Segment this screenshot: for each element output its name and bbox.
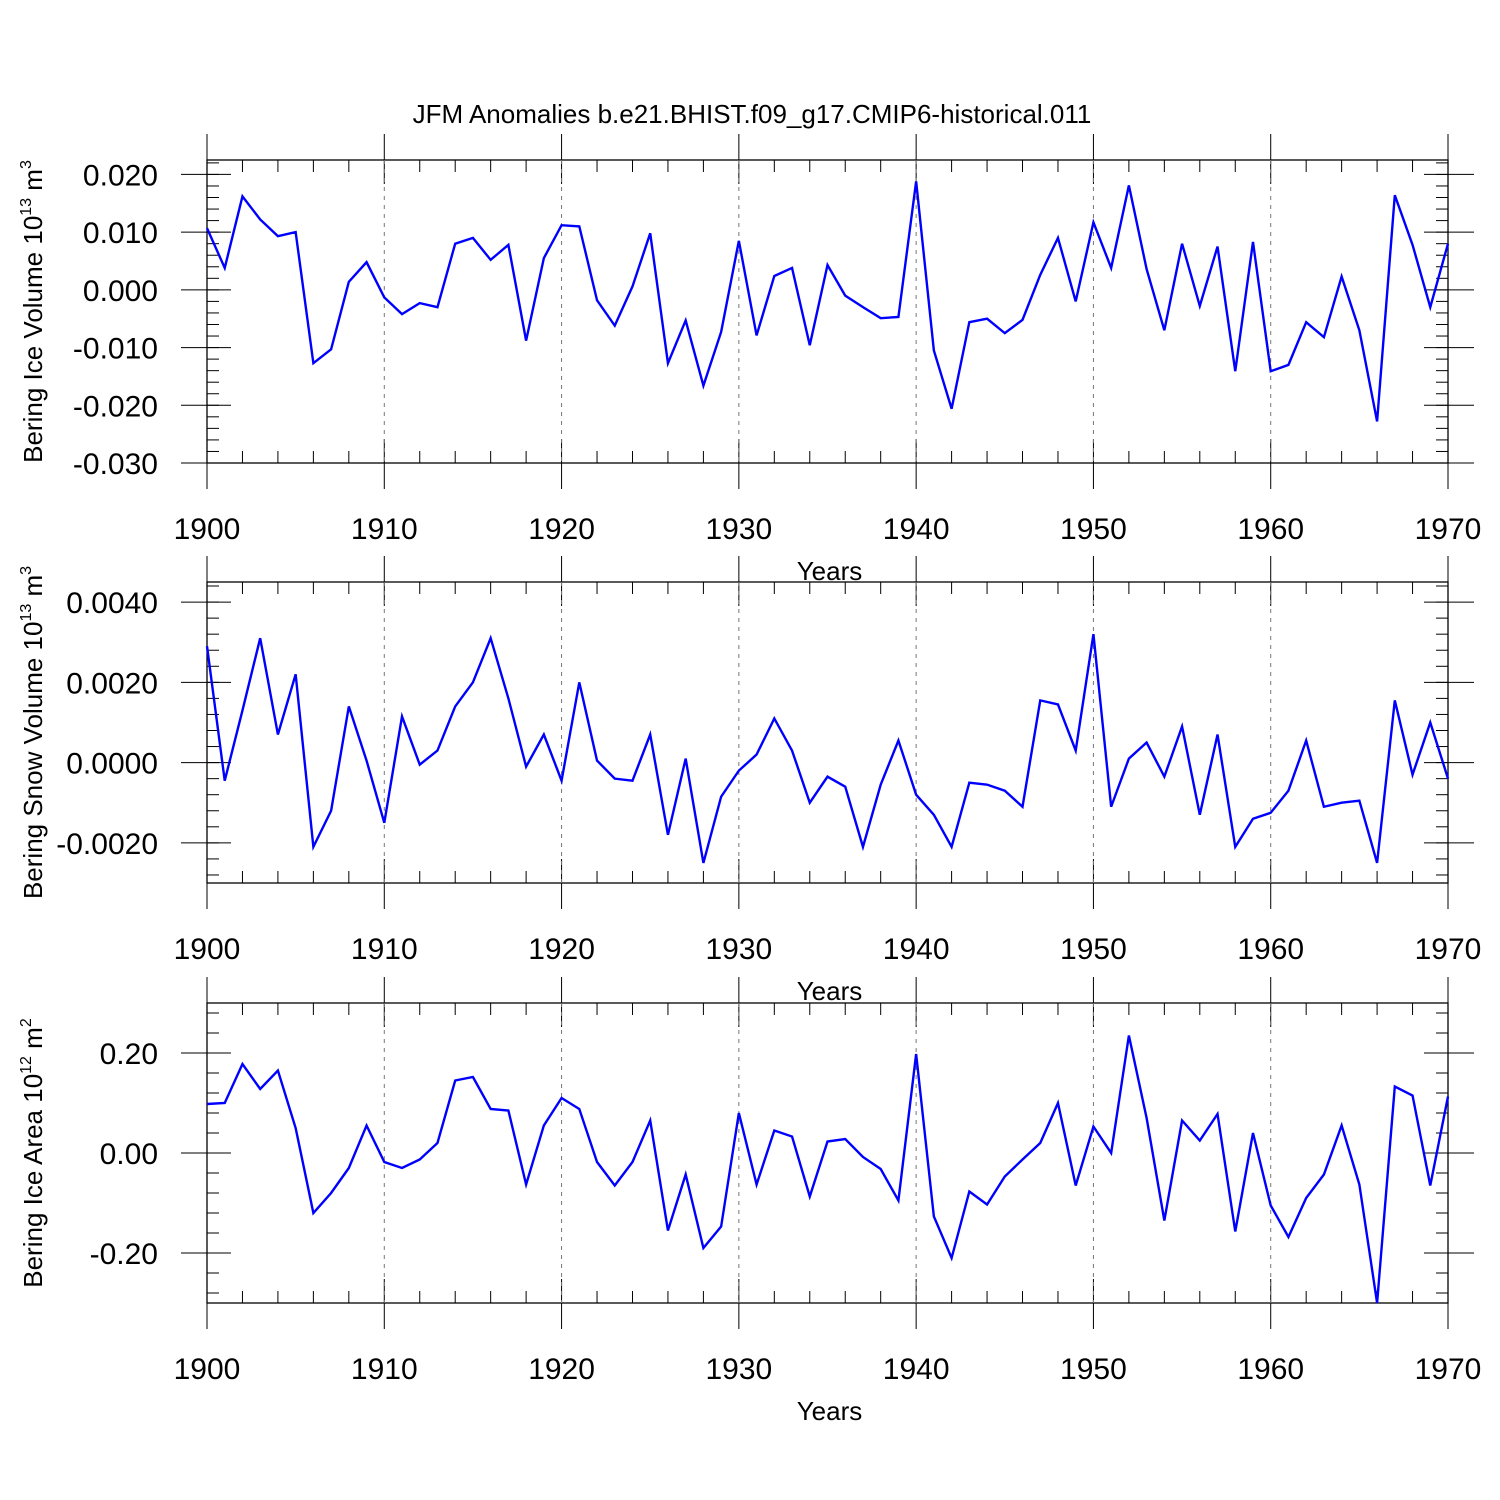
- x-tick-label: 1930: [705, 513, 772, 546]
- y-tick-label: 0.0040: [66, 587, 158, 620]
- x-axis-label: Years: [797, 976, 863, 1006]
- chart-panel-1: 1900 1910 1920 1930 1940 1950 1960 1970 0.020 0.0…: [18, 134, 1481, 586]
- x-tick-label: 1940: [883, 1353, 950, 1386]
- y-tick-label: -0.010: [73, 333, 158, 366]
- x-tick-label: 1920: [528, 933, 595, 966]
- x-tick-label: 1960: [1237, 513, 1304, 546]
- x-tick-label: 1910: [351, 933, 418, 966]
- chart-panels: 1900 1910 1920 1930 1940 1950 1960 1970 0.020 0.0…: [18, 134, 1481, 1426]
- y-tick-label: -0.20: [90, 1238, 158, 1271]
- y-axis-label: Bering Ice Area 1012 m2: [18, 1018, 48, 1288]
- y-tick-label: 0.0000: [66, 748, 158, 781]
- x-axis-label: Years: [797, 1396, 863, 1426]
- y-tick-label: -0.030: [73, 448, 158, 481]
- x-tick-label: 1930: [705, 1353, 772, 1386]
- x-tick-label: 1960: [1237, 1353, 1304, 1386]
- y-axis-label: Bering Ice Volume 1013 m3: [18, 160, 48, 463]
- y-tick-label: 0.010: [83, 217, 158, 250]
- y-tick-label: 0.020: [83, 159, 158, 192]
- series-line: [205, 181, 1450, 422]
- x-tick-label: 1950: [1060, 513, 1127, 546]
- x-tick-label: 1960: [1237, 933, 1304, 966]
- x-tick-label: 1940: [883, 513, 950, 546]
- x-tick-label: 1920: [528, 1353, 595, 1386]
- x-tick-label: 1970: [1415, 933, 1482, 966]
- y-tick-label: 0.0020: [66, 667, 158, 700]
- x-axis-label: Years: [797, 556, 863, 586]
- series-line: [206, 1035, 1450, 1304]
- plot-frame: [206, 159, 1449, 464]
- x-tick-label: 1910: [351, 513, 418, 546]
- y-axis-label: Bering Snow Volume 1013 m3: [18, 566, 48, 899]
- series-line: [205, 633, 1450, 864]
- x-tick-label: 1900: [174, 1353, 241, 1386]
- chart-title: JFM Anomalies b.e21.BHIST.f09_g17.CMIP6-…: [413, 99, 1092, 129]
- y-tick-label: -0.020: [73, 390, 158, 423]
- plot-frame: [206, 581, 1449, 884]
- x-tick-label: 1950: [1060, 933, 1127, 966]
- y-tick-label: -0.0020: [56, 828, 158, 861]
- y-tick-label: 0.00: [100, 1138, 158, 1171]
- x-tick-label: 1920: [528, 513, 595, 546]
- chart-panel-2: 1900 1910 1920 1930 1940 1950 1960 1970 0.0040 0.…: [18, 556, 1481, 1006]
- x-tick-label: 1970: [1415, 513, 1482, 546]
- x-tick-label: 1910: [351, 1353, 418, 1386]
- x-tick-label: 1950: [1060, 1353, 1127, 1386]
- x-tick-label: 1970: [1415, 1353, 1482, 1386]
- y-tick-label: 0.20: [100, 1038, 158, 1071]
- x-tick-label: 1930: [705, 933, 772, 966]
- x-tick-label: 1940: [883, 933, 950, 966]
- x-tick-label: 1900: [174, 933, 241, 966]
- plot-frame: [206, 1002, 1449, 1304]
- chart-panel-3: 1900 1910 1920 1930 1940 1950 1960 1970 0.20 0.00…: [18, 977, 1481, 1426]
- x-tick-label: 1900: [174, 513, 241, 546]
- y-tick-label: 0.000: [83, 275, 158, 308]
